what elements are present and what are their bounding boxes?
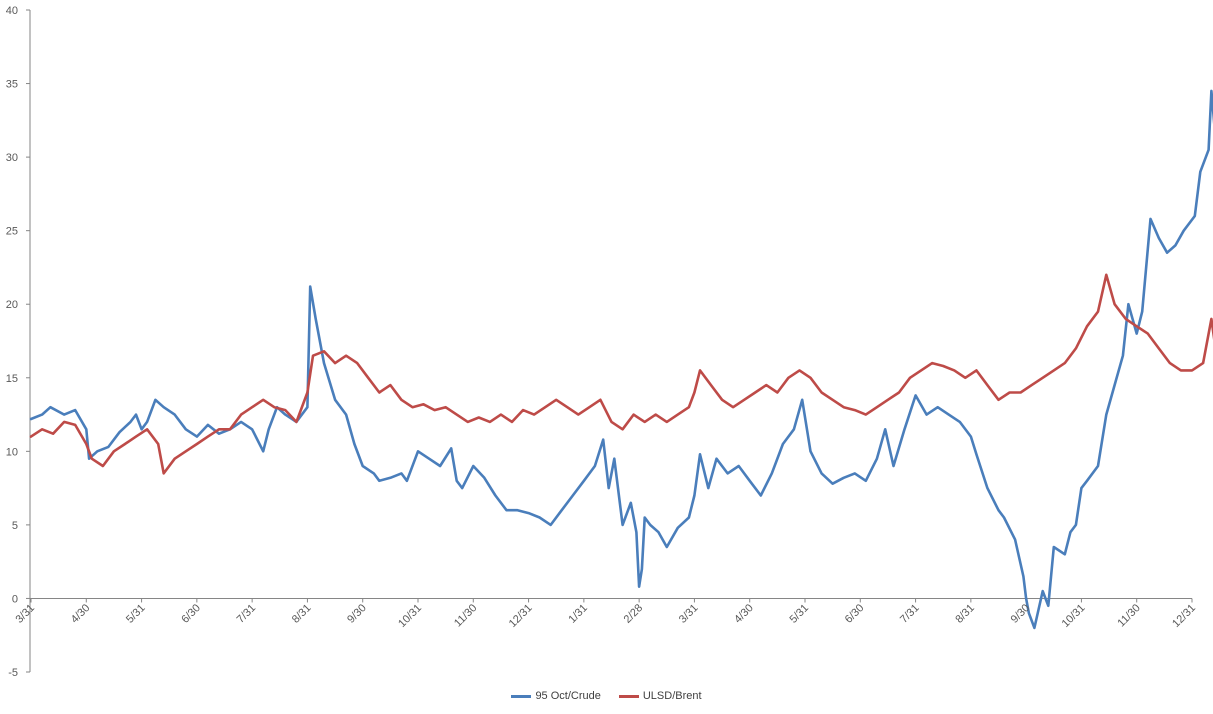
- tick-label-layer: -5 0 5 10 15 20 25 30 35 40 3/31 4/30 5/31 6/30 7/31 8/…: [6, 5, 1198, 679]
- x-tick-label: 11/30: [1115, 602, 1142, 629]
- x-tick-label: 9/30: [345, 602, 369, 626]
- axes-layer: [26, 9, 1193, 673]
- y-tick-label: 20: [6, 299, 18, 311]
- legend: 95 Oct/Crude ULSD/Brent: [0, 690, 1213, 702]
- y-tick-label: 40: [6, 5, 18, 17]
- x-tick-label: 2/28: [622, 602, 646, 626]
- x-tick-label: 10/31: [1060, 602, 1088, 630]
- x-tick-label: 6/30: [179, 602, 203, 626]
- legend-label-oct-crude: 95 Oct/Crude: [535, 690, 601, 702]
- y-tick-label: 5: [12, 520, 18, 532]
- legend-label-ulsd-brent: ULSD/Brent: [642, 690, 702, 702]
- x-tick-label: 7/31: [898, 602, 922, 626]
- series-line-ulsd-brent: [29, 273, 1213, 475]
- y-tick-label: -5: [8, 667, 18, 679]
- x-tick-label: 7/31: [235, 602, 259, 626]
- y-tick-label: 30: [6, 152, 18, 164]
- x-tick-label: 4/30: [69, 602, 93, 626]
- y-tick-label: 15: [6, 373, 18, 385]
- x-tick-label: 1/31: [566, 602, 590, 626]
- x-tick-label: 8/31: [953, 602, 977, 626]
- y-tick-label: 35: [6, 79, 18, 91]
- x-tick-label: 10/31: [396, 602, 424, 630]
- x-tick-label: 11/30: [452, 602, 479, 629]
- legend-item-oct-crude: 95 Oct/Crude: [511, 690, 601, 702]
- y-tick-label: 0: [12, 593, 18, 605]
- x-tick-label: 3/31: [13, 602, 37, 626]
- x-tick-label: 12/31: [1170, 602, 1198, 630]
- x-tick-label: 8/31: [290, 602, 314, 626]
- series-layer: [29, 89, 1213, 630]
- legend-swatch-ulsd-brent: [618, 694, 639, 698]
- x-tick-label: 12/31: [507, 602, 535, 630]
- y-tick-label: 25: [6, 226, 18, 238]
- x-tick-label: 5/31: [787, 602, 811, 626]
- x-tick-label: 4/30: [732, 602, 756, 626]
- x-tick-label: 3/31: [677, 602, 701, 626]
- series-line-oct-crude: [29, 89, 1213, 630]
- legend-swatch-oct-crude: [511, 694, 532, 698]
- legend-item-ulsd-brent: ULSD/Brent: [618, 690, 702, 702]
- x-tick-label: 5/31: [124, 602, 148, 626]
- x-tick-label: 6/30: [843, 602, 867, 626]
- y-tick-label: 10: [6, 446, 18, 458]
